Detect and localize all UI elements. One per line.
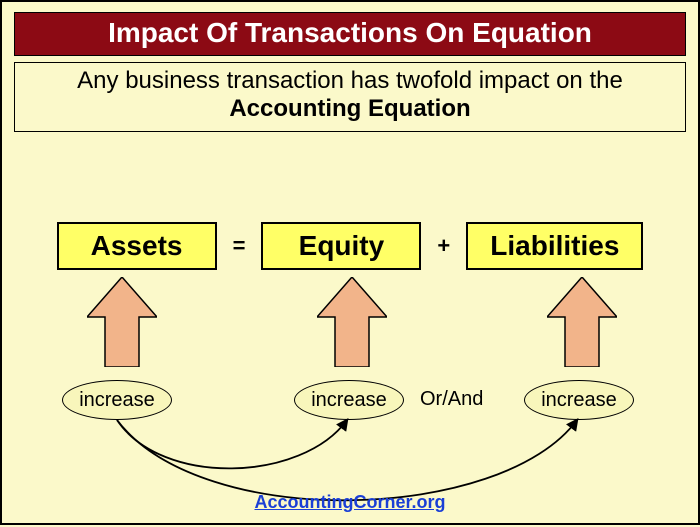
or-and-label: Or/And (420, 388, 483, 411)
increase-ellipse: increase (294, 380, 404, 420)
increase-label: increase (79, 389, 155, 412)
term-liabilities: Liabilities (466, 222, 643, 270)
increase-ellipse: increase (62, 380, 172, 420)
subtitle-box: Any business transaction has twofold imp… (14, 62, 686, 132)
page-title: Impact Of Transactions On Equation (108, 17, 592, 48)
title-bar: Impact Of Transactions On Equation (14, 12, 686, 56)
subtitle-bold: Accounting Equation (229, 95, 470, 122)
equation-row: Assets = Equity + Liabilities (2, 222, 698, 270)
increase-ellipse: increase (524, 380, 634, 420)
increase-label: increase (541, 389, 617, 412)
arrow-up-icon (547, 277, 617, 367)
arrow-up-icon (87, 277, 157, 367)
subtitle-prefix: Any business transaction has twofold imp… (77, 67, 623, 94)
term-equity: Equity (261, 222, 421, 270)
footer-link[interactable]: AccountingCorner.org (254, 492, 445, 512)
increase-label: increase (311, 389, 387, 412)
operator-equals: = (227, 233, 252, 259)
arrow-up-icon (317, 277, 387, 367)
footer: AccountingCorner.org (2, 492, 698, 513)
term-assets: Assets (57, 222, 217, 270)
operator-plus: + (431, 233, 456, 259)
